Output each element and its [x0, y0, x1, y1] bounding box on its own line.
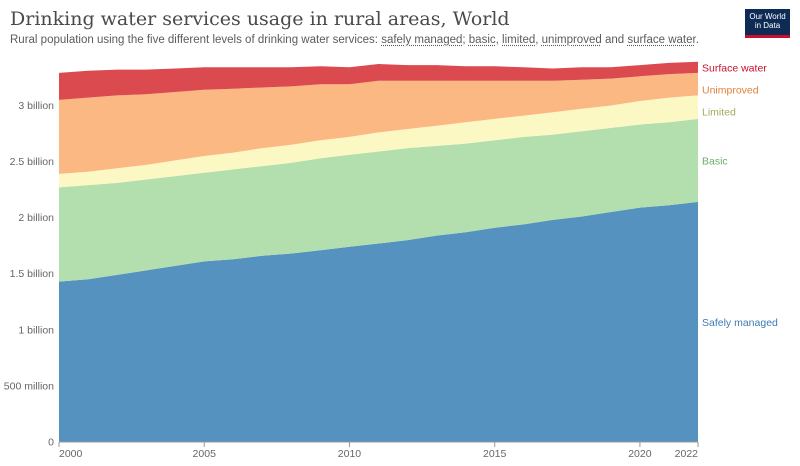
- y-tick-label: 2 billion: [18, 212, 54, 224]
- area-surface-water[interactable]: [59, 61, 698, 100]
- area-limited[interactable]: [59, 95, 698, 188]
- area-series: [59, 61, 698, 442]
- logo-line-2: in Data: [754, 21, 781, 30]
- series-label-surface-water: Surface water: [702, 62, 767, 74]
- x-tick-label: 2020: [628, 448, 652, 460]
- x-tick-label: 2022: [675, 448, 699, 460]
- y-tick-label: 500 million: [4, 380, 54, 392]
- y-tick-label: 1.5 billion: [10, 268, 55, 280]
- logo-accent-bar: [745, 35, 790, 38]
- y-tick-label: 1 billion: [18, 324, 54, 336]
- series-label-unimproved: Unimproved: [702, 84, 759, 96]
- x-tick-label: 2005: [193, 448, 217, 460]
- subtitle-sep: .: [695, 34, 699, 46]
- subtitle-link-unimproved[interactable]: unimproved: [541, 34, 602, 46]
- y-tick-label: 0: [48, 437, 54, 449]
- subtitle-link-limited[interactable]: limited: [502, 34, 536, 46]
- axes: 0 500 million 1 billion 1.5 billion 2 billio…: [4, 100, 699, 460]
- subtitle-prefix: Rural population using the five differen…: [10, 34, 382, 46]
- series-label-limited: Limited: [702, 106, 736, 118]
- chart-subtitle: Rural population using the five differen…: [10, 34, 699, 46]
- area-basic[interactable]: [59, 118, 698, 282]
- subtitle-link-safely-managed[interactable]: safely managed: [381, 34, 463, 46]
- x-tick-label: 2000: [59, 448, 83, 460]
- subtitle-link-surface-water[interactable]: surface water: [627, 34, 696, 46]
- owid-logo[interactable]: Our World in Data: [745, 9, 790, 35]
- series-label-basic: Basic: [702, 155, 728, 167]
- x-tick-label: 2015: [483, 448, 507, 460]
- chart-title: Drinking water services usage in rural a…: [10, 8, 510, 30]
- subtitle-sep: ;: [462, 34, 469, 46]
- subtitle-sep: ,: [535, 34, 542, 46]
- area-safely-managed[interactable]: [59, 201, 698, 442]
- subtitle-sep: and: [601, 34, 628, 46]
- y-tick-label: 2.5 billion: [10, 156, 55, 168]
- logo-line-1: Our World: [749, 12, 786, 21]
- subtitle-sep: ,: [495, 34, 503, 46]
- series-labels: Surface water Unimproved Limited Basic Safel…: [702, 62, 778, 329]
- area-unimproved[interactable]: [59, 72, 698, 174]
- y-tick-label: 3 billion: [18, 100, 54, 112]
- subtitle-link-basic[interactable]: basic: [468, 34, 496, 46]
- x-tick-label: 2010: [338, 448, 362, 460]
- series-label-safely-managed: Safely managed: [702, 317, 778, 329]
